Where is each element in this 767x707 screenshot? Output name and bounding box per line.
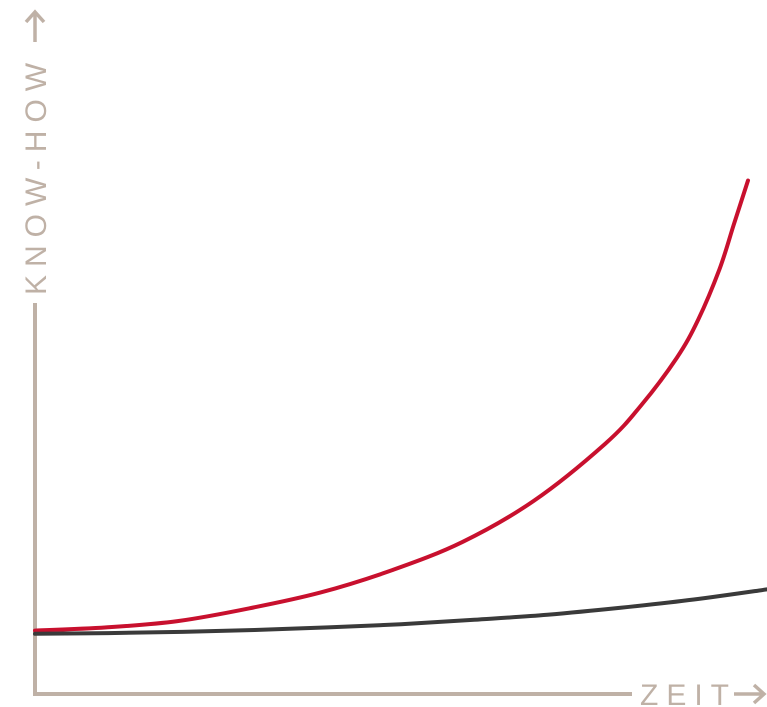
y-axis-arrow-icon bbox=[26, 12, 44, 42]
x-axis-arrow-icon bbox=[734, 685, 764, 703]
x-axis-label: ZEIT bbox=[640, 679, 737, 707]
series-layer bbox=[35, 181, 767, 634]
series-line-2 bbox=[35, 589, 767, 633]
y-axis-label: KNOW-HOW bbox=[20, 55, 53, 295]
series-line-1 bbox=[35, 181, 748, 631]
